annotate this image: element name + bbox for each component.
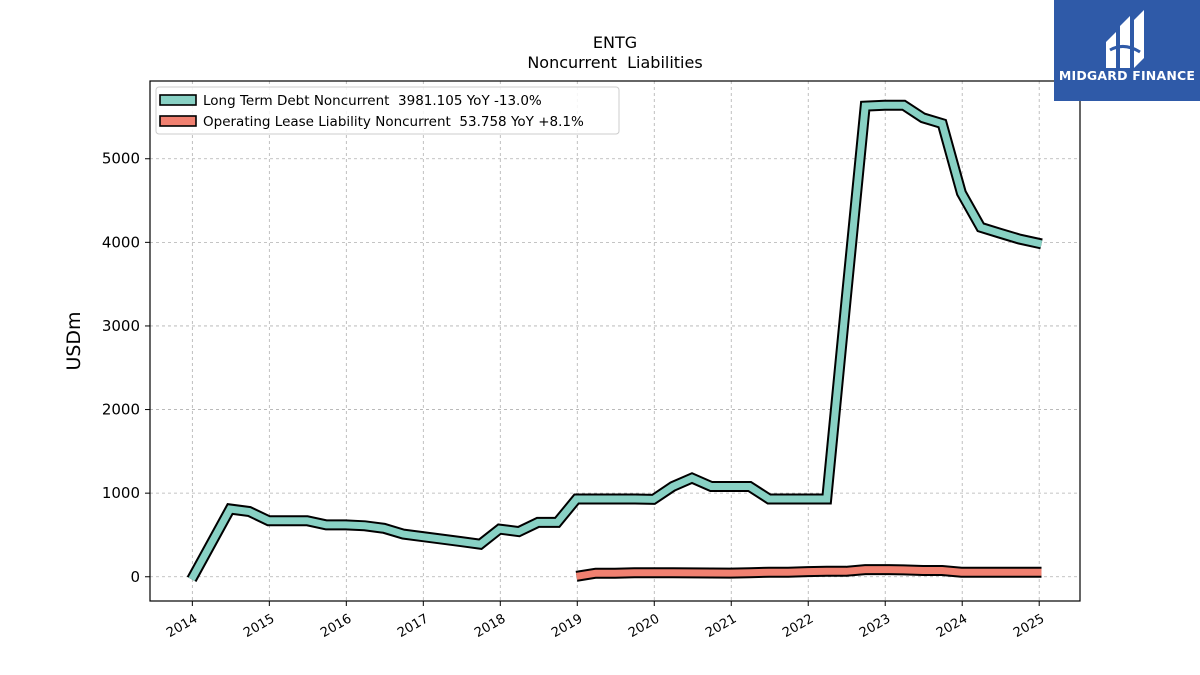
x-tick-label: 2016 [318,611,354,641]
x-tick-label: 2014 [164,611,200,641]
y-tick-label: 1000 [102,484,140,502]
legend-box [155,86,620,135]
legend-label: Long Term Debt Noncurrent 3981.105 YoY -… [203,93,542,109]
series-layer [186,99,1043,582]
x-tick-label: 2020 [626,611,662,641]
y-tick-label: 3000 [102,317,140,335]
grid [150,81,1080,601]
x-tick-label: 2021 [703,611,739,641]
y-tick-label: 0 [130,568,140,586]
logo-text: MIDGARD FINANCE [1058,68,1196,83]
legend-swatch [159,94,197,106]
y-axis: 0 1000 2000 3000 4000 5000 [102,150,150,586]
x-tick-label: 2025 [1011,611,1047,641]
x-axis: 2014 2015 2016 2017 2018 2019 2020 2021 2022 2023… [164,601,1047,641]
y-tick-label: 2000 [102,401,140,419]
series-2 [575,564,1042,582]
plot-frame [149,80,1081,602]
series-1-line [188,101,1043,581]
legend-label: Operating Lease Liability Noncurrent 53.… [203,114,584,130]
legend-swatch [159,115,197,127]
logo: MIDGARD FINANCE [1054,0,1200,101]
x-tick-label: 2015 [241,611,277,641]
chart-title: ENTG [593,33,637,52]
x-tick-label: 2018 [472,611,508,641]
x-tick-label: 2024 [934,611,970,641]
series-1-outline [186,99,1043,582]
y-tick-label: 4000 [102,233,140,251]
legend: Long Term Debt Noncurrent 3981.105 YoY -… [155,86,620,135]
x-tick-label: 2017 [395,611,431,641]
midgard-mark-icon [1106,10,1144,68]
y-tick-label: 5000 [102,150,140,168]
series-2-line [575,566,1042,580]
y-axis-label: USDm [63,311,85,370]
chart-subtitle: Noncurrent Liabilities [527,53,702,72]
series-1 [186,99,1043,582]
x-tick-label: 2023 [857,611,893,641]
x-tick-label: 2019 [549,611,585,641]
x-tick-label: 2022 [780,611,816,641]
